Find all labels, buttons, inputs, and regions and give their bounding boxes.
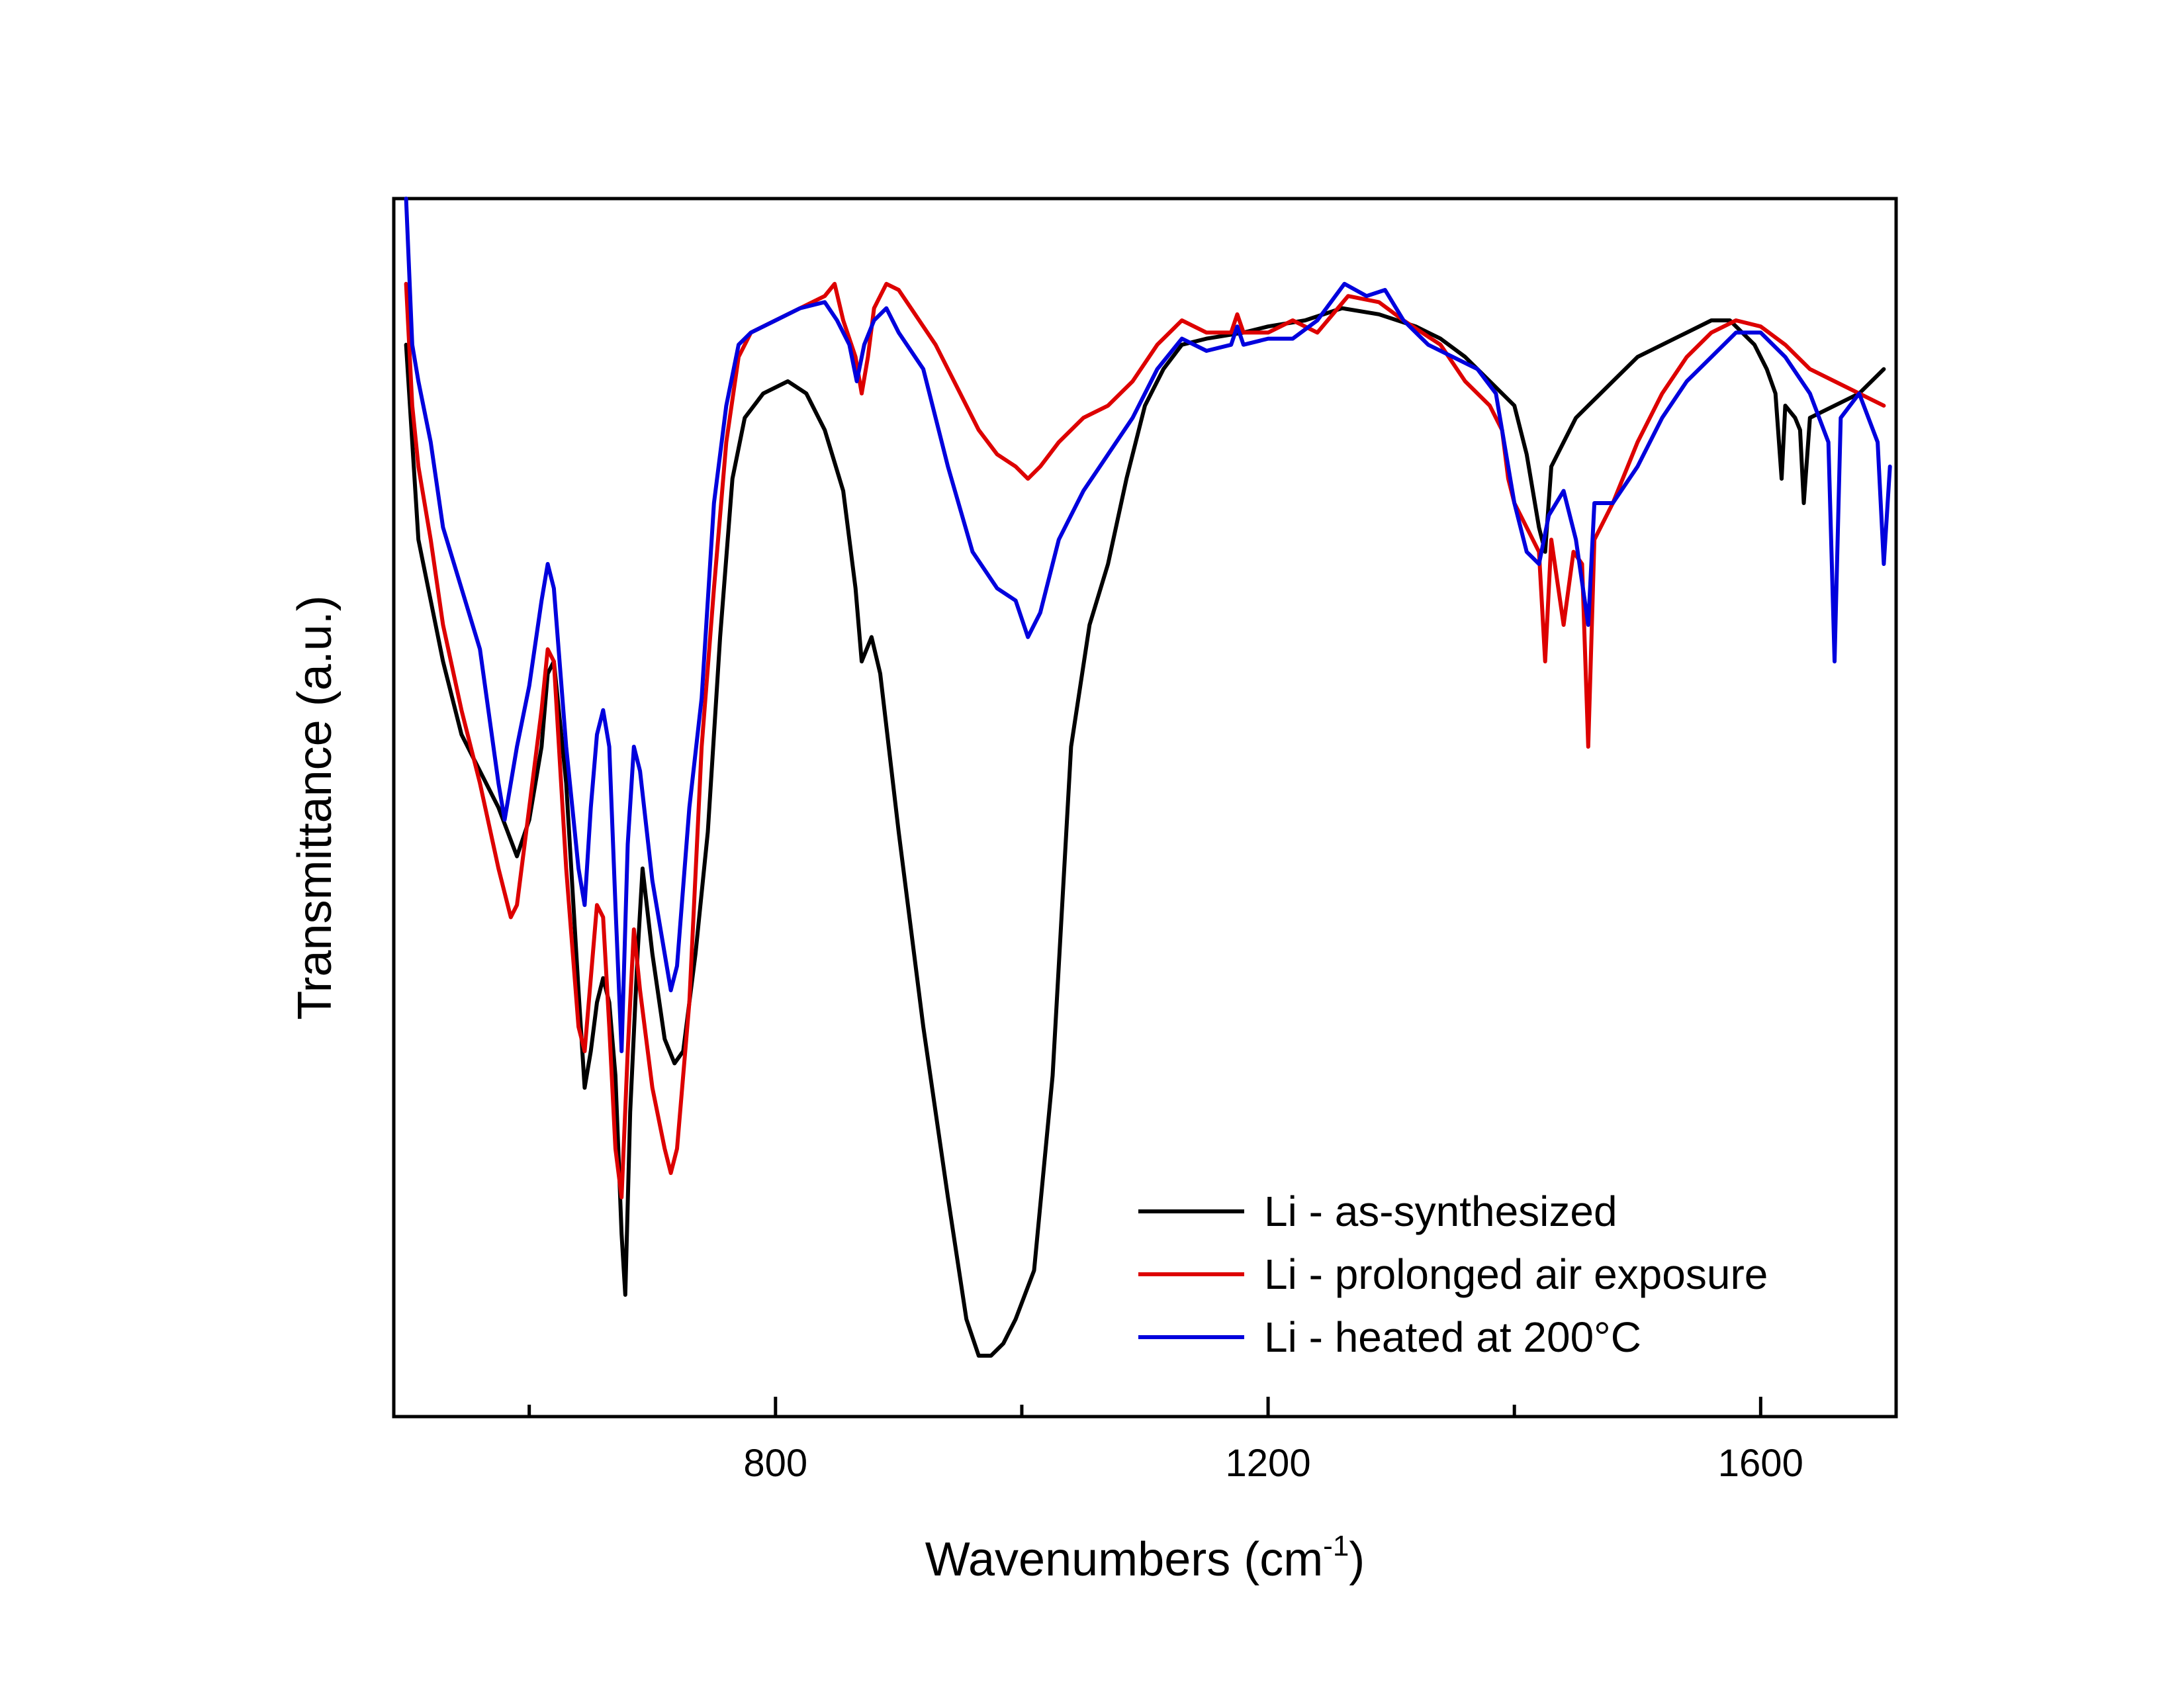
legend-label-2: Li - prolonged air exposure bbox=[1264, 1250, 1768, 1298]
x-tick-label: 1200 bbox=[1226, 1442, 1311, 1485]
x-axis-label-suffix: ) bbox=[1349, 1533, 1365, 1586]
x-tick-label: 800 bbox=[743, 1442, 807, 1485]
plot-frame bbox=[392, 197, 1898, 1419]
plot-area: 800 1200 1600 bbox=[392, 197, 1898, 1485]
x-axis-label: Wavenumbers (cm-1) bbox=[925, 1530, 1365, 1586]
y-axis-label: Transmittance (a.u.) bbox=[289, 595, 341, 1020]
x-tick-label: 1600 bbox=[1718, 1442, 1803, 1485]
series-line-3 bbox=[404, 197, 1892, 1053]
legend-label-1: Li - as-synthesized bbox=[1264, 1188, 1617, 1235]
legend-label-3: Li - heated at 200°C bbox=[1264, 1313, 1641, 1361]
x-axis-label-superscript: -1 bbox=[1323, 1530, 1349, 1562]
series-line-1 bbox=[404, 306, 1886, 1358]
series-layer bbox=[404, 197, 1892, 1358]
legend: Li - as-synthesized Li - prolonged air ex… bbox=[1138, 1188, 1768, 1361]
x-axis-label-main: Wavenumbers (cm bbox=[925, 1533, 1323, 1586]
x-axis-ticks: 800 1200 1600 bbox=[527, 1397, 1803, 1485]
series-line-2 bbox=[404, 281, 1886, 1199]
